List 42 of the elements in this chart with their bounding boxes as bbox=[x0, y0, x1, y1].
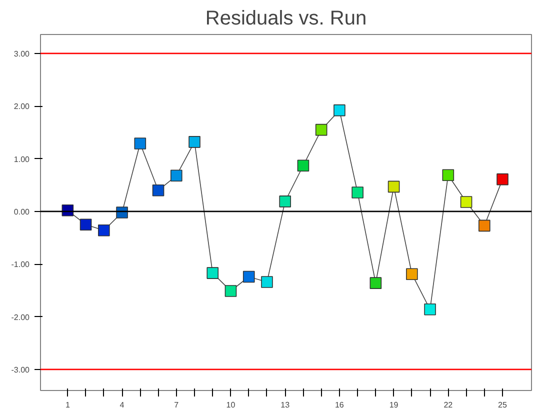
point bbox=[152, 184, 164, 196]
x-tick-label: 22 bbox=[444, 400, 454, 410]
point bbox=[224, 285, 237, 297]
point bbox=[206, 267, 219, 279]
point bbox=[261, 276, 273, 288]
chart-title: Residuals vs. Run bbox=[205, 8, 367, 30]
point bbox=[188, 136, 200, 148]
x-tick-label: 4 bbox=[120, 400, 125, 410]
point bbox=[315, 124, 328, 136]
x-tick-label: 19 bbox=[389, 400, 399, 410]
y-tick-label: -1.00 bbox=[11, 260, 30, 270]
point bbox=[352, 186, 364, 198]
point bbox=[334, 104, 346, 116]
point bbox=[134, 138, 146, 150]
point bbox=[460, 196, 472, 208]
point bbox=[242, 270, 255, 283]
point bbox=[62, 204, 74, 216]
point bbox=[170, 170, 182, 182]
y-tick-label: 2.00 bbox=[14, 102, 30, 112]
point bbox=[424, 304, 436, 316]
point bbox=[116, 206, 128, 218]
point bbox=[98, 224, 110, 236]
x-tick-label: 10 bbox=[226, 400, 236, 410]
point bbox=[388, 180, 400, 193]
point bbox=[406, 268, 418, 280]
y-tick-label: 0.00 bbox=[14, 207, 30, 216]
point bbox=[496, 173, 508, 186]
point bbox=[279, 196, 291, 208]
x-tick-label: 13 bbox=[280, 400, 290, 410]
point bbox=[297, 160, 310, 172]
x-tick-label: 7 bbox=[174, 400, 180, 410]
point bbox=[80, 218, 92, 231]
point bbox=[478, 220, 490, 232]
x-tick-label: 25 bbox=[498, 400, 508, 410]
y-tick-label: 3.00 bbox=[14, 49, 30, 58]
y-tick-label: -3.00 bbox=[11, 365, 30, 374]
y-tick-label: -2.00 bbox=[11, 312, 30, 322]
point bbox=[442, 169, 454, 182]
x-tick-label: 16 bbox=[335, 400, 344, 410]
point bbox=[370, 277, 382, 289]
y-tick-label: 1.00 bbox=[14, 154, 30, 164]
x-tick-label: 1 bbox=[65, 400, 70, 410]
